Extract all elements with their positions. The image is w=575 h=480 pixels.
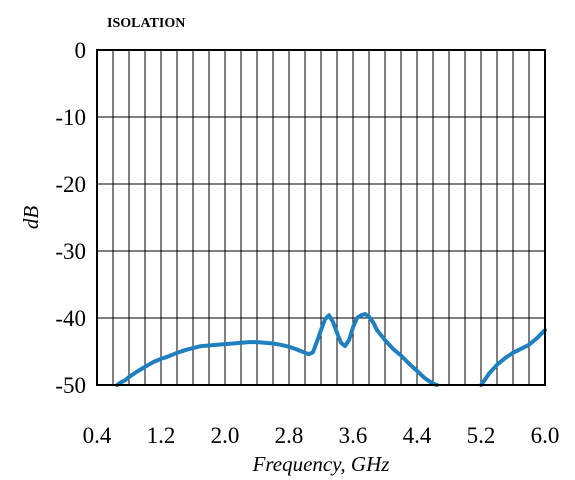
chart-title: ISOLATION xyxy=(107,16,185,31)
y-tick-label: -40 xyxy=(55,306,86,331)
x-tick-label: 0.4 xyxy=(83,423,112,448)
x-tick-label: 6.0 xyxy=(531,423,560,448)
y-tick-label: -30 xyxy=(55,239,86,264)
x-tick-label: 2.8 xyxy=(275,423,304,448)
x-tick-label: 5.2 xyxy=(467,423,496,448)
x-tick-label: 1.2 xyxy=(147,423,176,448)
x-tick-label: 4.4 xyxy=(403,423,432,448)
x-tick-label: 3.6 xyxy=(339,423,368,448)
x-axis-label: Frequency, GHz xyxy=(252,452,390,476)
y-tick-label: 0 xyxy=(75,38,87,63)
y-tick-label: -20 xyxy=(55,172,86,197)
y-axis-label: dB xyxy=(19,206,43,230)
x-tick-label: 2.0 xyxy=(211,423,240,448)
y-tick-label: -10 xyxy=(55,105,86,130)
y-tick-label: -50 xyxy=(55,373,86,398)
